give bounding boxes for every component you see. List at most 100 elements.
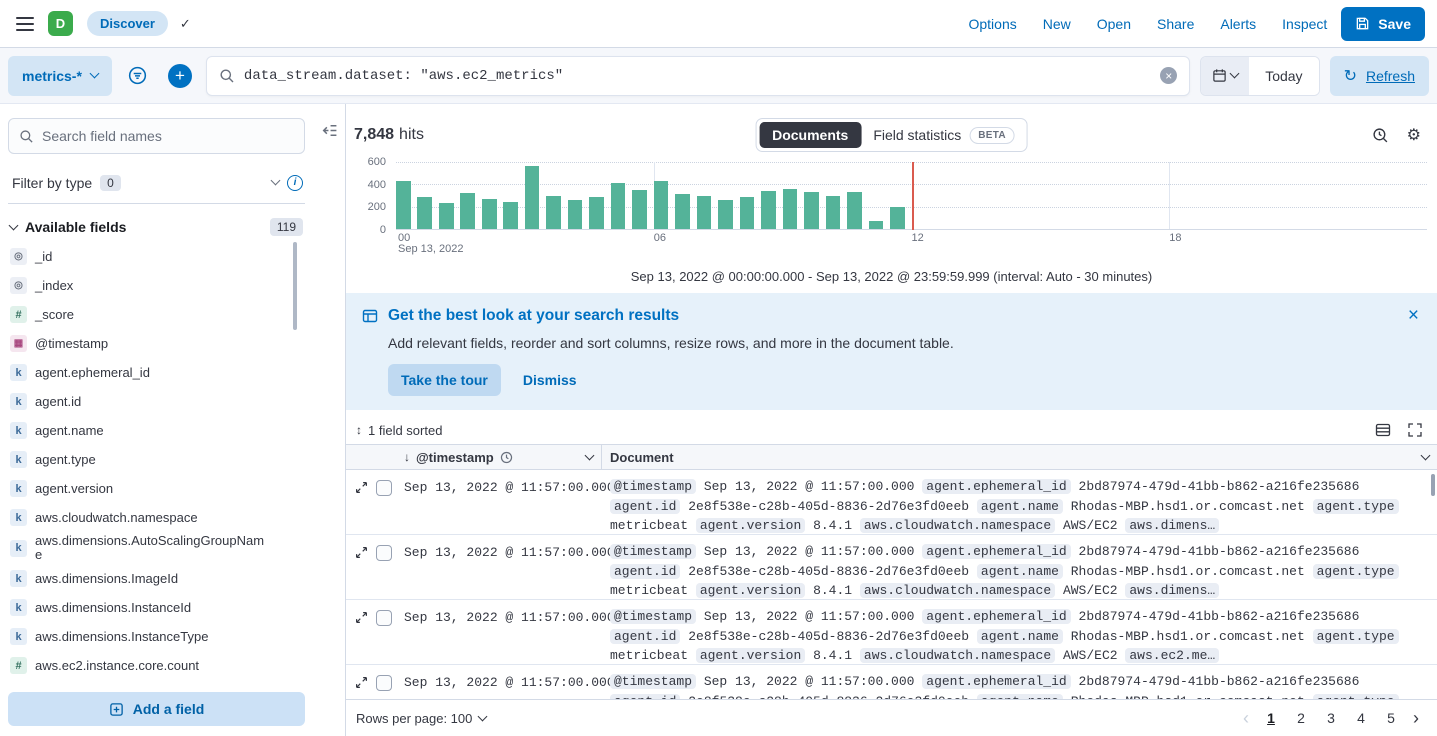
field-search-input[interactable] [42,128,294,144]
histogram-bar[interactable] [438,203,454,229]
chevron-down-icon[interactable] [270,175,281,186]
page-button-5[interactable]: 5 [1379,706,1403,730]
doc-field-key: agent.type [1312,628,1399,644]
callout-close-button[interactable]: × [1408,306,1419,325]
data-view-switcher[interactable]: metrics-* [8,55,112,96]
nav-link-open[interactable]: Open [1096,15,1131,32]
tab-documents[interactable]: Documents [759,122,862,148]
nav-link-options[interactable]: Options [968,15,1017,32]
page-button-2[interactable]: 2 [1289,706,1313,730]
document-column-header[interactable]: Document [602,445,1437,469]
field-item-agent.ephemeral_id[interactable]: k agent.ephemeral_id [8,358,305,387]
timestamp-column-menu[interactable] [584,450,595,460]
page-button-4[interactable]: 4 [1349,706,1373,730]
sidebar-scrollbar[interactable] [293,242,297,330]
next-page-button[interactable]: › [1409,709,1423,727]
page-button-3[interactable]: 3 [1319,706,1343,730]
histogram-bar[interactable] [761,191,776,229]
saved-query-menu-button[interactable] [122,56,154,96]
histogram-bar[interactable] [417,196,433,229]
row-checkbox[interactable] [376,675,392,691]
histogram-bar[interactable] [632,189,647,229]
histogram-bar[interactable] [696,195,712,229]
histogram-bar[interactable] [589,196,604,229]
today-button[interactable]: Today [1249,56,1319,95]
field-item-aws.cloudwatch.namespace[interactable]: k aws.cloudwatch.namespace [8,503,305,532]
sidebar-collapse-button[interactable] [319,120,340,141]
doc-field-value: 2e8f538e-c28b-405d-8836-2d76e3fd0eeb [688,498,970,514]
histogram-bar[interactable] [503,202,518,229]
field-item-agent.type[interactable]: k agent.type [8,445,305,474]
field-item-agent.version[interactable]: k agent.version [8,474,305,503]
histogram-bar[interactable] [804,192,819,229]
histogram-bar[interactable] [739,196,755,229]
histogram-bar[interactable] [782,188,798,229]
field-item-_index[interactable]: ◎ _index [8,271,305,300]
date-picker-button[interactable] [1201,56,1250,95]
expand-row-button[interactable] [355,611,368,624]
nav-link-new[interactable]: New [1042,15,1071,32]
sort-fields-button[interactable]: ↕ 1 field sorted [356,423,442,438]
document-column-menu[interactable] [1420,450,1431,460]
row-checkbox[interactable] [376,610,392,626]
field-item-@timestamp[interactable]: ▦ @timestamp [8,329,305,358]
clear-query-button[interactable]: × [1160,67,1178,84]
histogram-bar[interactable] [610,183,626,229]
field-item-aws.ec2.instance.core.count[interactable]: # aws.ec2.instance.core.count [8,651,305,680]
field-item-aws.dimensions.AutoScalingGroupName[interactable]: k aws.dimensions.AutoScalingGroupName [8,532,305,564]
add-field-button[interactable]: Add a field [8,692,305,726]
fullscreen-button[interactable] [1407,422,1423,438]
save-button[interactable]: Save [1341,6,1425,41]
page-button-1[interactable]: 1 [1259,706,1283,730]
nav-link-inspect[interactable]: Inspect [1282,15,1328,32]
field-item-agent.name[interactable]: k agent.name [8,416,305,445]
histogram-bar[interactable] [718,199,733,229]
search-sessions-button[interactable] [1372,127,1389,144]
histogram-bar[interactable] [524,166,540,229]
field-item-aws.dimensions.InstanceType[interactable]: k aws.dimensions.InstanceType [8,622,305,651]
field-item-aws.dimensions.InstanceId[interactable]: k aws.dimensions.InstanceId [8,593,305,622]
chart-options-button[interactable]: ⚙ [1407,125,1421,145]
row-checkbox[interactable] [376,545,392,561]
field-item-_score[interactable]: # _score [8,300,305,329]
space-avatar[interactable]: D [48,11,73,36]
chevron-down-icon[interactable] [8,220,19,230]
row-checkbox[interactable] [376,480,392,496]
histogram-bar[interactable] [868,221,884,229]
rows-per-page-button[interactable]: Rows per page: 100 [356,711,488,726]
breadcrumb-discover[interactable]: Discover [87,11,168,36]
histogram-bar[interactable] [567,199,583,229]
histogram-bar[interactable] [653,180,669,229]
tab-field-statistics[interactable]: Field statistics BETA [873,126,1015,144]
grid-scrollbar[interactable] [1431,474,1435,496]
histogram-bar[interactable] [396,180,411,229]
histogram-bar[interactable] [460,193,476,229]
info-icon[interactable]: i [287,174,303,191]
previous-page-button[interactable]: ‹ [1239,709,1253,727]
histogram-plot[interactable] [396,162,1427,230]
timestamp-column-header[interactable]: ↓ @timestamp [396,445,602,469]
take-tour-button[interactable]: Take the tour [388,364,501,396]
histogram-bar[interactable] [847,192,862,229]
histogram-bar[interactable] [481,198,497,229]
histogram-bar[interactable] [825,195,841,229]
histogram-bar[interactable] [546,195,561,229]
nav-link-alerts[interactable]: Alerts [1220,15,1257,32]
histogram-bar[interactable] [675,194,690,229]
field-item-agent.id[interactable]: k agent.id [8,387,305,416]
nav-link-share[interactable]: Share [1157,15,1195,32]
hamburger-menu-icon[interactable] [16,16,34,31]
dismiss-button[interactable]: Dismiss [522,372,577,388]
timestamp-cell: Sep 13, 2022 @ 11:57:00.000 [404,545,615,560]
field-item-_id[interactable]: ◎ _id [8,242,305,271]
histogram-bar[interactable] [890,206,905,229]
add-filter-button[interactable]: + [164,56,196,96]
display-options-button[interactable] [1375,422,1391,438]
expand-row-button[interactable] [355,481,368,494]
keyword-field-type-icon: k [10,451,27,468]
field-item-aws.dimensions.ImageId[interactable]: k aws.dimensions.ImageId [8,564,305,593]
query-input[interactable] [243,67,1152,84]
expand-row-button[interactable] [355,546,368,559]
refresh-button[interactable]: ↻ Refresh [1329,55,1429,96]
expand-row-button[interactable] [355,676,368,689]
